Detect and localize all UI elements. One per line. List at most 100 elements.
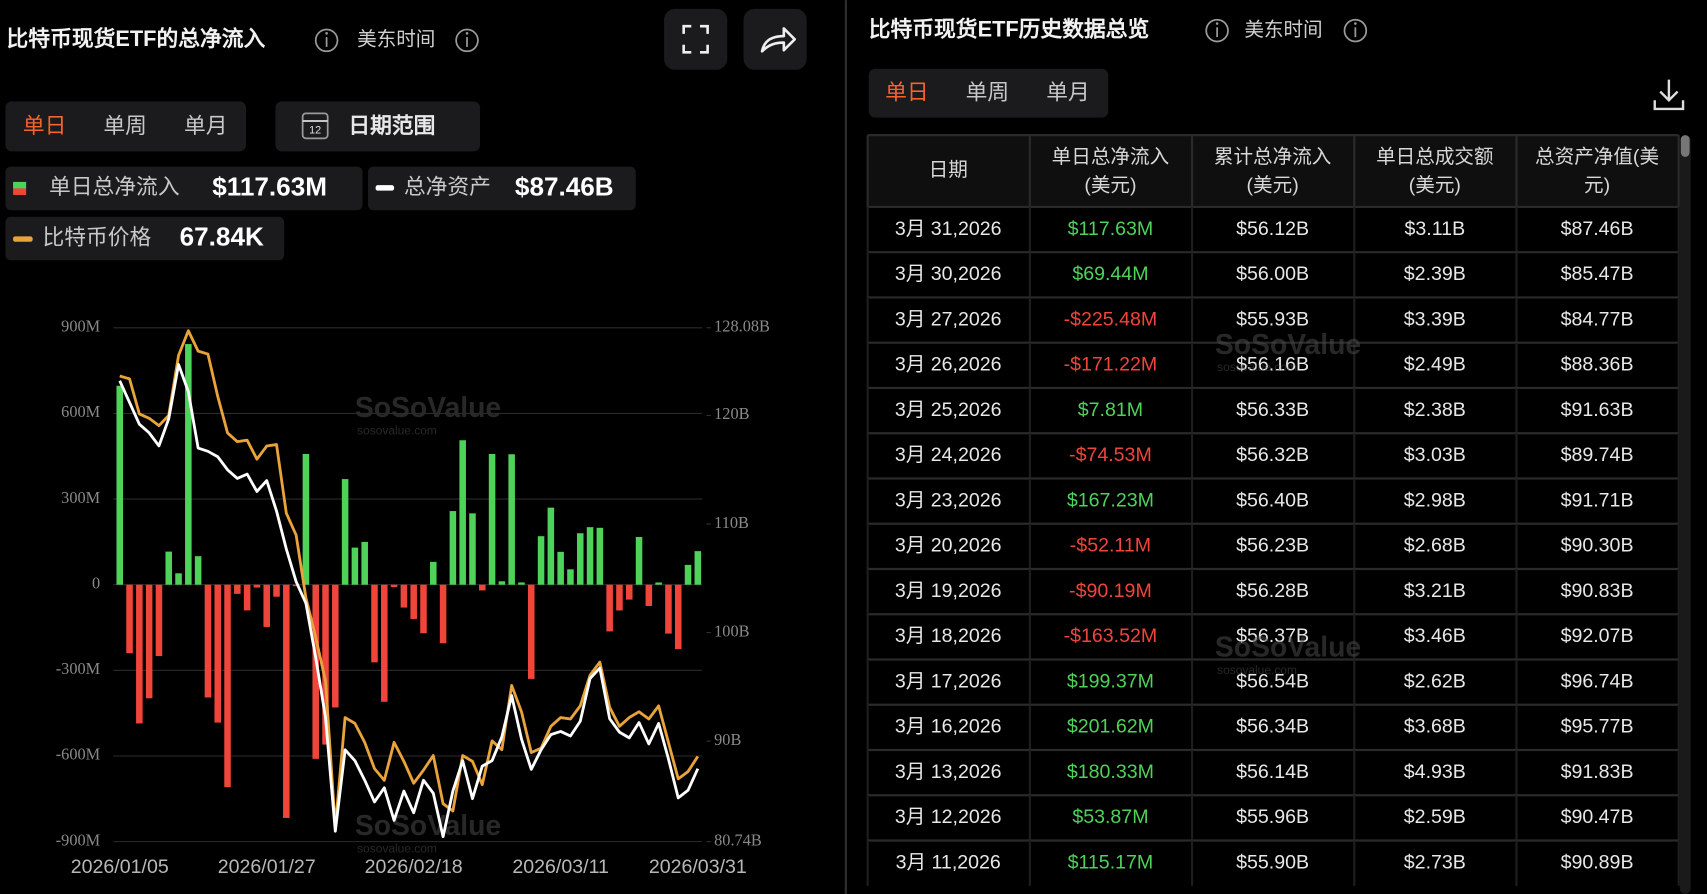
table-cell: $89.74B — [1561, 444, 1634, 466]
info-icon[interactable] — [455, 28, 479, 53]
bar — [165, 551, 173, 585]
column-header: 单日总净流入 — [1052, 146, 1169, 168]
table-cell: 3月 25,2026 — [895, 399, 1002, 421]
table-cell: $56.34B — [1236, 716, 1309, 738]
table-cell: $2.49B — [1404, 354, 1466, 376]
line — [118, 363, 700, 839]
tab[interactable]: 单日 — [885, 79, 929, 104]
bar — [518, 582, 525, 585]
legend-swatch — [375, 185, 395, 191]
table-cell: 3月 23,2026 — [895, 489, 1002, 511]
table-cell: $91.71B — [1561, 489, 1634, 511]
table-cell: $95.77B — [1561, 716, 1634, 738]
table-cell: $84.77B — [1561, 308, 1634, 330]
tab[interactable]: 单周 — [103, 113, 147, 138]
column-header: 单日总成交额 — [1376, 146, 1494, 168]
bar — [479, 584, 486, 591]
timezone: 美东时间 — [1244, 19, 1322, 41]
bar — [459, 440, 466, 585]
svg-text:12: 12 — [309, 125, 321, 137]
chart: -900M -600M -300M 0 300M 600M 900M 80.74B 90B 100… — [56, 317, 770, 878]
bar — [381, 584, 388, 702]
bar — [586, 527, 594, 585]
table-cell: $55.96B — [1236, 806, 1309, 828]
table-cell: $117.63M — [1068, 218, 1154, 240]
legend-pill — [5, 166, 363, 211]
table-cell: $87.46B — [1561, 218, 1634, 240]
bar — [224, 584, 231, 788]
bar — [674, 584, 682, 650]
table-cell: $90.89B — [1561, 851, 1634, 873]
table-cell: -$171.22M — [1064, 354, 1158, 376]
table-cell: -$74.53M — [1069, 444, 1152, 466]
table-cell: 3月 30,2026 — [895, 263, 1002, 285]
table-cell: $91.83B — [1561, 761, 1634, 783]
bar — [194, 556, 202, 585]
column-header: (美元) — [1084, 174, 1136, 196]
tab-group — [868, 68, 1109, 118]
table-cell: $2.98B — [1404, 489, 1466, 511]
bar — [567, 569, 574, 585]
y2-tick-label: 100B — [714, 621, 749, 640]
table-cell: 3月 17,2026 — [895, 670, 1002, 692]
column-header: 元) — [1584, 174, 1610, 196]
bar — [527, 584, 535, 679]
bar — [116, 385, 124, 585]
bar — [390, 584, 398, 587]
fullscreen-button[interactable] — [664, 8, 728, 70]
table-cell: $91.63B — [1561, 399, 1634, 421]
bar — [322, 584, 329, 745]
tab[interactable]: 单日 — [23, 113, 67, 138]
info-icon[interactable] — [1343, 18, 1368, 43]
bar — [253, 584, 261, 588]
table-cell: -$163.52M — [1064, 625, 1158, 647]
scrollbar-thumb[interactable] — [1680, 135, 1690, 157]
tab[interactable]: 单月 — [184, 113, 228, 138]
date-range-button[interactable]: 12 日期范围 — [275, 101, 481, 152]
date-range-label[interactable]: 日期范围 — [348, 113, 435, 138]
table-cell: $167.23M — [1067, 489, 1154, 511]
table-cell: $56.54B — [1236, 670, 1309, 692]
timezone: 美东时间 — [357, 29, 435, 51]
column-header: (美元) — [1247, 174, 1299, 196]
legend-label: 比特币价格 — [42, 224, 151, 249]
table-cell: $3.46B — [1404, 625, 1466, 647]
bar — [185, 344, 192, 585]
bar — [576, 533, 584, 585]
bar — [635, 536, 643, 585]
watermark: SoSoValue — [1215, 328, 1361, 360]
table-cell: -$225.48M — [1064, 308, 1158, 330]
download-button[interactable] — [1653, 79, 1685, 111]
bar — [498, 581, 506, 585]
bar — [645, 584, 653, 606]
bar — [625, 584, 633, 600]
tab[interactable]: 单月 — [1046, 79, 1090, 104]
table-cell: $7.81M — [1078, 399, 1143, 421]
bar — [537, 536, 545, 585]
legend-swatch — [13, 236, 33, 242]
table-cell: 3月 20,2026 — [895, 535, 1002, 557]
bar — [694, 551, 702, 585]
table-cell: $85.47B — [1561, 263, 1634, 285]
bar — [596, 527, 604, 585]
x-tick-label: 2026/03/31 — [649, 856, 747, 878]
table-cell: $56.14B — [1236, 761, 1309, 783]
column-header: (美元) — [1409, 174, 1461, 196]
watermark: SoSoValue — [1215, 630, 1361, 662]
tab[interactable]: 单周 — [966, 79, 1010, 104]
y2-tick-label: 110B — [714, 513, 749, 532]
share-button[interactable] — [743, 8, 807, 70]
table-cell: $56.33B — [1236, 399, 1309, 421]
table-cell: $69.44M — [1072, 263, 1148, 285]
table-cell: $3.21B — [1404, 580, 1466, 602]
table-cell: $201.62M — [1067, 716, 1154, 738]
legend-pill — [5, 216, 285, 261]
bar — [302, 453, 310, 585]
table-cell: $53.87M — [1072, 806, 1148, 828]
watermark-url: sosovalue.com — [1217, 360, 1297, 374]
info-icon[interactable] — [1205, 18, 1229, 43]
bar — [341, 479, 349, 585]
info-icon[interactable] — [314, 28, 339, 53]
